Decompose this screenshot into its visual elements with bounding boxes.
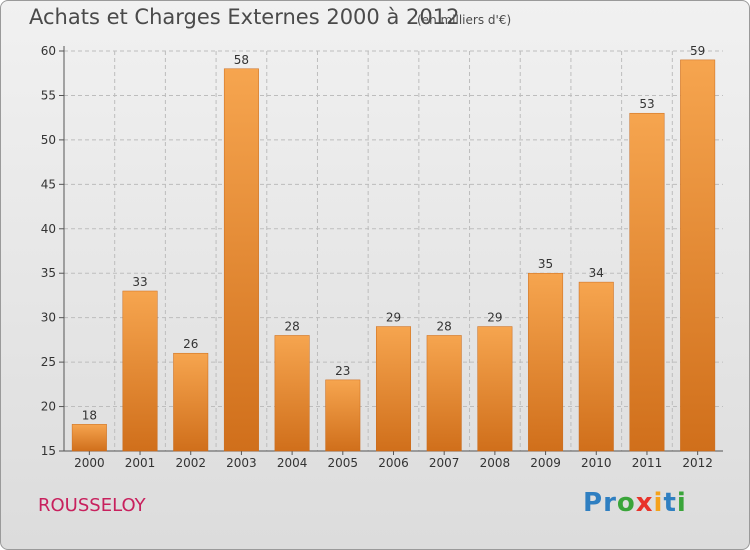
logo-letter: t	[663, 488, 677, 518]
y-tick-label: 45	[41, 177, 56, 191]
x-tick-label: 2002	[175, 456, 206, 470]
y-tick-label: 25	[41, 355, 56, 369]
x-tick-label: 2005	[328, 456, 359, 470]
x-tick-label: 2000	[74, 456, 105, 470]
logo-letter: i	[653, 488, 664, 518]
bars	[71, 59, 716, 452]
bar-2000	[71, 424, 107, 452]
chart-subtitle: (en milliers d'€)	[417, 13, 512, 27]
bar-2006	[376, 326, 411, 452]
bar-value-label: 59	[690, 44, 705, 58]
bar-2012	[680, 59, 716, 452]
bar-value-label: 28	[437, 319, 452, 333]
bar-value-label: 26	[183, 337, 198, 351]
bar-value-label: 29	[487, 311, 502, 325]
x-tick-label: 2009	[530, 456, 561, 470]
bar-2004	[274, 335, 310, 452]
bar-2005	[325, 379, 361, 452]
data-labels: 18 33 26 58 28 23 29 28 29 35 34 53 59	[82, 44, 706, 422]
bar-value-label: 34	[589, 266, 604, 280]
bar-2001	[122, 290, 158, 452]
logo-letter: r	[603, 488, 617, 518]
y-tick-label: 30	[41, 311, 56, 325]
x-tick-label: 2006	[378, 456, 409, 470]
y-tick-label: 40	[41, 222, 56, 236]
chart-title: Achats et Charges Externes 2000 à 2012	[29, 5, 460, 29]
y-tick-label: 55	[41, 88, 56, 102]
x-tick-label: 2012	[682, 456, 713, 470]
x-tick-label: 2008	[480, 456, 511, 470]
commune-name: ROUSSELOY	[38, 495, 146, 516]
x-tick-label: 2010	[581, 456, 612, 470]
bar-2009	[528, 272, 564, 452]
x-tick-label: 2004	[277, 456, 308, 470]
bar-value-label: 28	[284, 319, 299, 333]
bar-2008	[477, 326, 513, 452]
x-tick-label: 2007	[429, 456, 460, 470]
logo-letter: P	[583, 488, 604, 518]
bar-value-label: 53	[639, 97, 654, 111]
bar-value-label: 33	[132, 275, 147, 289]
bar-value-label: 18	[82, 408, 97, 422]
logo-letter: o	[616, 488, 636, 518]
bar-value-label: 58	[234, 53, 249, 67]
x-tick-label: 2011	[632, 456, 663, 470]
x-tick-label: 2003	[226, 456, 257, 470]
y-tick-label: 20	[41, 400, 56, 414]
logo-letter: x	[635, 488, 654, 518]
y-tick-label: 60	[41, 44, 56, 58]
y-tick-label: 50	[41, 133, 56, 147]
proxiti-logo[interactable]: Proxiti	[583, 488, 687, 518]
logo-letter: i	[676, 488, 687, 518]
x-tick-label: 2001	[125, 456, 156, 470]
bar-2010	[578, 281, 614, 452]
y-tick-label: 35	[41, 266, 56, 280]
bar-value-label: 35	[538, 257, 553, 271]
bar-2002	[173, 352, 209, 452]
bar-2007	[426, 335, 462, 452]
bar-2011	[629, 112, 665, 452]
bar-2003	[223, 68, 259, 452]
y-tick-label: 15	[41, 444, 56, 458]
bar-value-label: 29	[386, 311, 401, 325]
bar-value-label: 23	[335, 364, 350, 378]
